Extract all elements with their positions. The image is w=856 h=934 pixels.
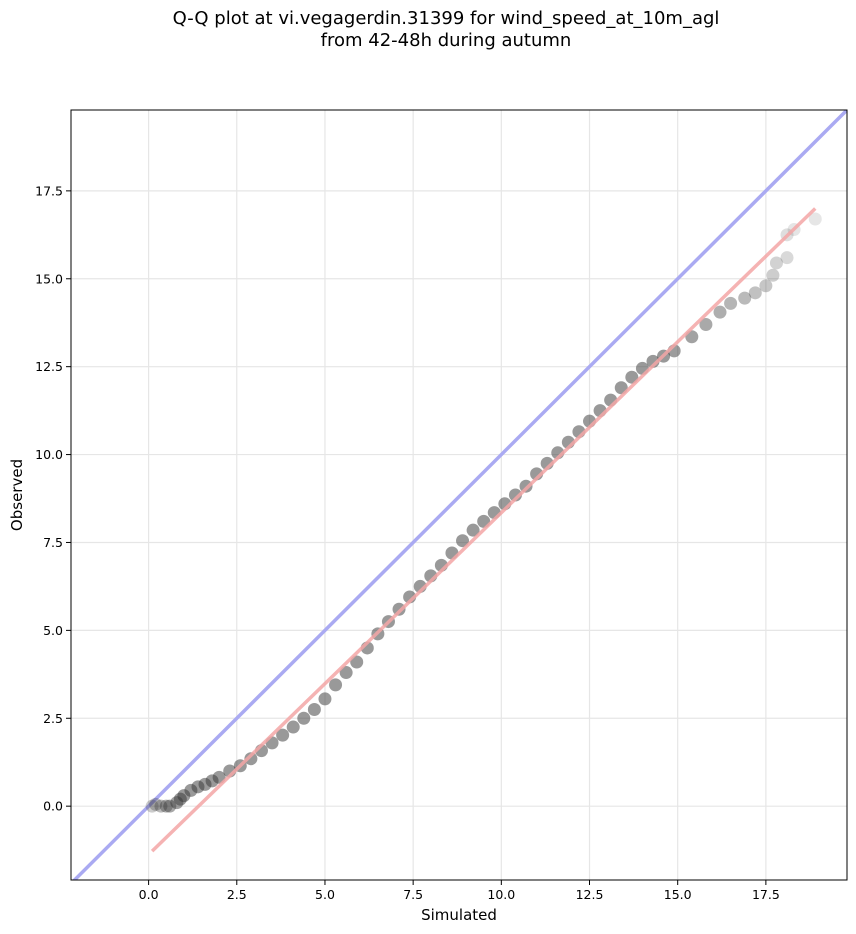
quantile-point — [286, 720, 300, 734]
quantile-point — [297, 711, 311, 725]
quantile-point — [350, 655, 364, 669]
identity-line — [72, 110, 847, 880]
quantile-point — [466, 523, 480, 537]
chart-title-line-1: Q-Q plot at vi.vegagerdin.31399 for wind… — [172, 8, 720, 29]
y-tick-label: 12.5 — [35, 359, 63, 374]
x-tick-label: 17.5 — [752, 887, 780, 902]
x-tick-label: 5.0 — [315, 887, 335, 902]
quantile-point — [759, 279, 773, 293]
y-tick-label: 2.5 — [43, 711, 63, 726]
x-tick-label: 10.0 — [487, 887, 515, 902]
quantile-point — [154, 799, 168, 813]
quantile-points — [145, 212, 822, 813]
x-tick-label: 7.5 — [403, 887, 423, 902]
quantile-point — [738, 291, 752, 305]
quantile-point — [625, 370, 639, 384]
y-tick-label: 15.0 — [35, 271, 63, 286]
quantile-point — [149, 797, 163, 811]
quantile-point — [748, 286, 762, 300]
quantile-point — [780, 251, 794, 265]
quantile-point — [145, 799, 159, 813]
y-tick-label: 7.5 — [43, 535, 63, 550]
quantile-point — [392, 602, 406, 616]
quantile-point — [329, 678, 343, 692]
fit-line — [150, 207, 817, 853]
quantile-point — [307, 702, 321, 716]
quantile-point — [724, 296, 738, 310]
y-tick-label: 10.0 — [35, 447, 63, 462]
quantile-point — [519, 479, 533, 493]
chart-title-line-2: from 42-48h during autumn — [320, 30, 572, 51]
quantile-point — [339, 666, 353, 680]
y-tick-label: 5.0 — [43, 623, 63, 638]
x-tick-label: 2.5 — [227, 887, 247, 902]
quantile-point — [808, 212, 822, 226]
x-tick-label: 15.0 — [664, 887, 692, 902]
x-tick-label: 12.5 — [576, 887, 604, 902]
quantile-point — [713, 305, 727, 319]
quantile-point — [244, 752, 258, 766]
quantile-point — [456, 534, 470, 548]
grid-lines — [71, 110, 847, 880]
x-axis-label: Simulated — [421, 906, 497, 924]
quantile-point — [212, 770, 226, 784]
plot-frame — [70, 109, 848, 881]
quantile-point — [163, 799, 177, 813]
quantile-point — [159, 799, 173, 813]
quantile-point — [766, 268, 780, 282]
quantile-point — [318, 692, 332, 706]
chart-title: Q-Q plot at vi.vegagerdin.31399 for wind… — [0, 8, 856, 52]
x-tick-label: 0.0 — [139, 887, 159, 902]
quantile-point — [699, 317, 713, 331]
y-axis-ticks: 0.0 2.5 5.0 7.5 10.0 12.5 15.0 17.5 — [35, 183, 71, 814]
quantile-point — [769, 256, 783, 270]
quantile-point — [276, 728, 290, 742]
x-axis-ticks: 0.0 2.5 5.0 7.5 10.0 12.5 15.0 17.5 — [139, 880, 780, 902]
y-axis-label: Observed — [8, 459, 26, 531]
y-tick-label: 17.5 — [35, 183, 63, 198]
y-tick-label: 0.0 — [43, 799, 63, 814]
